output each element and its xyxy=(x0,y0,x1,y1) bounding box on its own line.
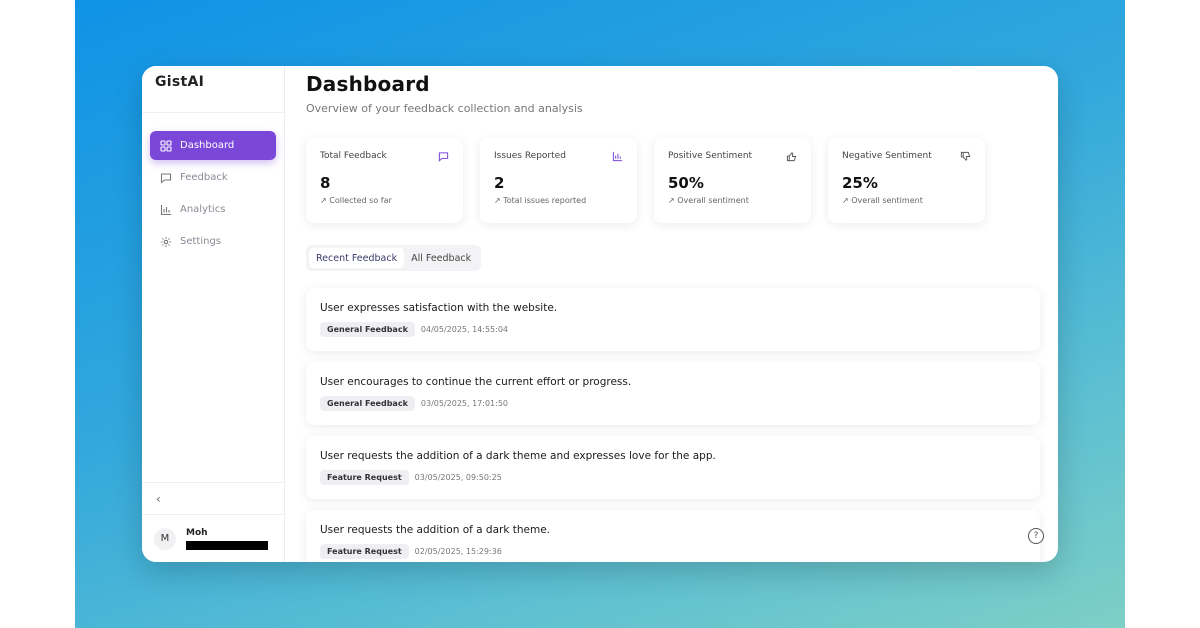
chevron-left-icon: ‹ xyxy=(156,491,161,506)
tab-all-feedback[interactable]: All Feedback xyxy=(411,252,472,264)
trend-up-icon: ↗ xyxy=(668,196,675,205)
trend-up-icon: ↗ xyxy=(320,196,327,205)
bar-chart-icon xyxy=(160,204,172,216)
message-icon xyxy=(160,172,172,184)
user-name: Moh xyxy=(186,527,208,538)
user-profile[interactable]: M Moh xyxy=(142,514,284,562)
help-button[interactable]: ? xyxy=(1028,528,1044,544)
trend-up-icon: ↗ xyxy=(842,196,849,205)
message-icon xyxy=(437,150,449,162)
category-badge: General Feedback xyxy=(320,396,415,411)
sidebar-item-label: Feedback xyxy=(180,172,228,183)
stats-row: Total Feedback 8 ↗ Collected so far Issu… xyxy=(306,138,1058,223)
tab-recent-feedback[interactable]: Recent Feedback xyxy=(309,248,405,268)
list-item[interactable]: User encourages to continue the current … xyxy=(306,362,1040,425)
stat-note: ↗ Total issues reported xyxy=(494,196,587,205)
stat-label: Negative Sentiment xyxy=(842,151,932,161)
collapse-sidebar-button[interactable]: ‹ xyxy=(142,482,284,514)
page-subtitle: Overview of your feedback collection and… xyxy=(306,102,583,115)
list-item[interactable]: User expresses satisfaction with the web… xyxy=(306,288,1040,351)
thumbs-up-icon xyxy=(785,150,797,162)
stat-note: ↗ Overall sentiment xyxy=(842,196,923,205)
timestamp: 03/05/2025, 17:01:50 xyxy=(420,399,509,408)
timestamp: 04/05/2025, 14:55:04 xyxy=(420,325,509,334)
list-item[interactable]: User requests the addition of a dark the… xyxy=(306,510,1040,562)
stat-label: Positive Sentiment xyxy=(668,151,753,161)
stat-card-positive-sentiment: Positive Sentiment 50% ↗ Overall sentime… xyxy=(654,138,811,223)
trend-up-icon: ↗ xyxy=(494,196,501,205)
feedback-text: User requests the addition of a dark the… xyxy=(320,450,716,462)
stat-value: 25% xyxy=(842,174,878,192)
app-window: GistAI Dashboard Feedback Analytics xyxy=(142,66,1058,562)
stat-note: ↗ Overall sentiment xyxy=(668,196,749,205)
stat-value: 50% xyxy=(668,174,704,192)
stat-card-issues-reported: Issues Reported 2 ↗ Total issues reporte… xyxy=(480,138,637,223)
timestamp: 03/05/2025, 09:50:25 xyxy=(414,473,502,482)
feedback-tabs: Recent Feedback All Feedback xyxy=(306,245,482,271)
main-content: Dashboard Overview of your feedback coll… xyxy=(285,66,1058,562)
thumbs-down-icon xyxy=(959,150,971,162)
feedback-text: User requests the addition of a dark the… xyxy=(320,524,551,536)
stat-card-total-feedback: Total Feedback 8 ↗ Collected so far xyxy=(306,138,463,223)
sidebar-item-dashboard[interactable]: Dashboard xyxy=(150,131,276,160)
list-item[interactable]: User requests the addition of a dark the… xyxy=(306,436,1040,499)
sidebar-item-label: Analytics xyxy=(180,204,226,215)
sidebar-item-feedback[interactable]: Feedback xyxy=(150,163,276,192)
sidebar-item-settings[interactable]: Settings xyxy=(150,227,276,256)
category-badge: Feature Request xyxy=(320,544,409,559)
category-badge: Feature Request xyxy=(320,470,409,485)
redacted-email xyxy=(186,540,268,550)
stat-label: Total Feedback xyxy=(320,151,387,161)
sidebar: GistAI Dashboard Feedback Analytics xyxy=(142,66,285,562)
category-badge: General Feedback xyxy=(320,322,415,337)
sidebar-item-analytics[interactable]: Analytics xyxy=(150,195,276,224)
stat-value: 8 xyxy=(320,174,331,192)
brand-logo: GistAI xyxy=(142,66,284,113)
question-mark-icon: ? xyxy=(1033,531,1039,541)
avatar: M xyxy=(154,527,176,550)
bar-chart-icon xyxy=(611,150,623,162)
feedback-list: User expresses satisfaction with the web… xyxy=(306,288,1040,562)
grid-icon xyxy=(160,139,172,152)
stat-value: 2 xyxy=(494,174,505,192)
page-title: Dashboard xyxy=(306,72,430,96)
sidebar-item-label: Dashboard xyxy=(180,140,235,151)
feedback-text: User encourages to continue the current … xyxy=(320,376,632,388)
sidebar-item-label: Settings xyxy=(180,236,222,247)
sidebar-nav: Dashboard Feedback Analytics Settings xyxy=(142,113,284,256)
stat-note: ↗ Collected so far xyxy=(320,196,392,205)
timestamp: 02/05/2025, 15:29:36 xyxy=(414,547,502,556)
stat-label: Issues Reported xyxy=(494,151,566,161)
feedback-text: User expresses satisfaction with the web… xyxy=(320,302,558,314)
stat-card-negative-sentiment: Negative Sentiment 25% ↗ Overall sentime… xyxy=(828,138,985,223)
gear-icon xyxy=(160,236,172,248)
